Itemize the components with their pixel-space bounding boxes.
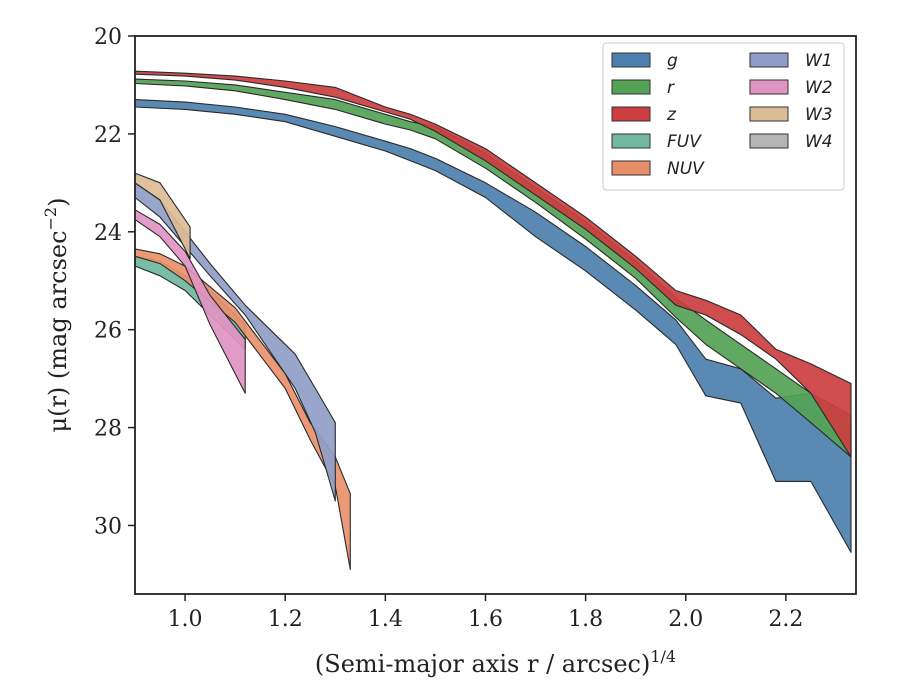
band-NUV	[134, 248, 351, 571]
legend: grz FUV NUV W1 W2 W3 W4	[602, 42, 845, 191]
x-tick-label: 1.2	[268, 607, 303, 632]
x-tick-label: 2.2	[768, 607, 803, 632]
legend-label-W2: W2	[805, 78, 833, 98]
legend-swatch-W2	[749, 79, 789, 95]
band-z	[134, 70, 852, 458]
y-axis-title: μ(r) (mag arcsec−2)	[41, 198, 72, 433]
legend-swatch-z	[611, 106, 651, 122]
x-axis-ticks: 1.0 1.2 1.4 1.6 1.8 2.0 2.2	[168, 594, 803, 632]
x-axis-title-text: (Semi-major axis r / arcsec)	[315, 650, 650, 678]
x-axis-title-exponent: 1/4	[650, 647, 676, 666]
y-axis-title-text: μ(r) (mag arcsec	[44, 230, 72, 432]
x-tick-label: 1.4	[368, 607, 403, 632]
plot-frame	[134, 35, 857, 595]
legend-label-z: z	[666, 105, 677, 125]
legend-label-r: r	[667, 78, 675, 98]
x-tick-label: 1.0	[168, 607, 203, 632]
y-tick-label: 30	[94, 514, 122, 539]
legend-label-NUV: NUV	[667, 159, 705, 179]
legend-label-FUV: FUV	[667, 132, 702, 152]
series-bands	[134, 70, 852, 571]
legend-swatch-FUV	[611, 133, 651, 149]
y-tick-label: 22	[94, 123, 122, 148]
band-W2	[134, 209, 246, 394]
legend-swatch-NUV	[611, 160, 651, 176]
legend-swatch-W1	[749, 52, 789, 68]
legend-label-W3: W3	[805, 105, 833, 125]
x-tick-label: 2.0	[668, 607, 703, 632]
x-tick-label: 1.8	[568, 607, 603, 632]
legend-label-W1: W1	[805, 51, 833, 71]
y-axis-ticks: 20 22 24 26 28 30	[94, 25, 135, 539]
legend-swatch-W3	[749, 106, 789, 122]
y-tick-label: 26	[94, 319, 122, 344]
legend-swatch-r	[611, 79, 651, 95]
legend-swatch-g	[611, 52, 651, 68]
legend-label-W4: W4	[805, 132, 833, 152]
y-tick-label: 28	[94, 417, 122, 442]
legend-swatch-W4	[749, 133, 789, 149]
y-tick-label: 24	[94, 221, 122, 246]
legend-label-g: g	[667, 51, 678, 71]
band-g	[134, 99, 852, 553]
x-axis-title: (Semi-major axis r / arcsec)1/4	[315, 647, 676, 678]
y-tick-label: 20	[94, 25, 122, 50]
x-tick-label: 1.6	[468, 607, 503, 632]
y-axis-title-exponent: −2	[41, 207, 60, 231]
y-axis-title-close: )	[44, 198, 72, 207]
